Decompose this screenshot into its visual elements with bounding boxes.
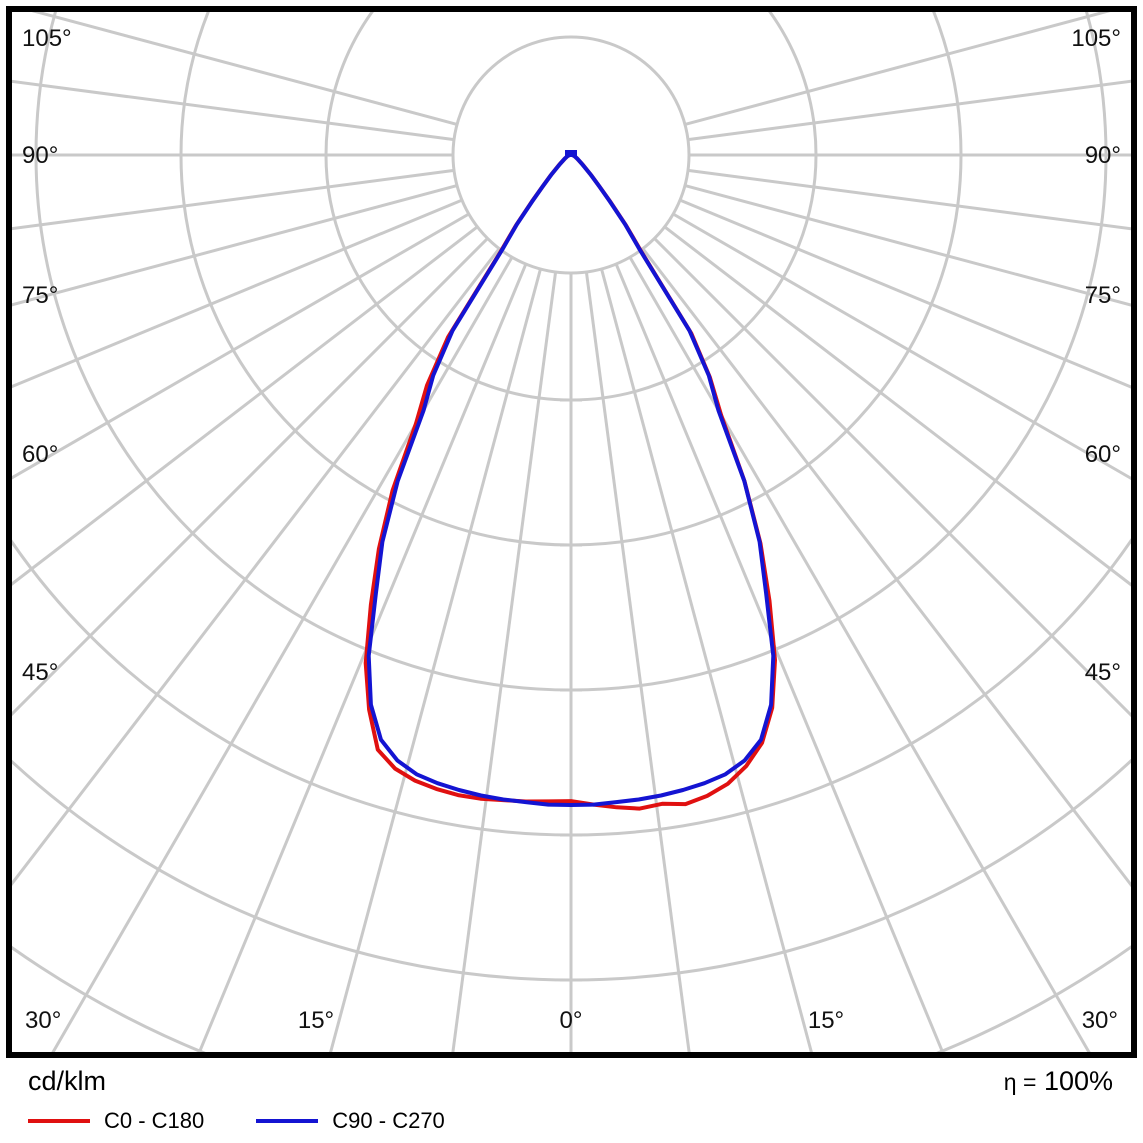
gamma-label-right-75: 75°: [1085, 282, 1121, 309]
gamma-label-left-45: 45°: [22, 659, 58, 686]
c90-line-swatch: [256, 1119, 319, 1123]
legend-label-c0: C0 - C180: [104, 1108, 205, 1133]
efficiency-value: 100%: [1043, 1066, 1113, 1096]
gamma-label-bottom-0: 0°: [560, 1007, 583, 1034]
curve-c90-c270: [366, 153, 776, 807]
gamma-label-left-60: 60°: [22, 441, 58, 468]
gamma-label-left-75: 75°: [22, 282, 58, 309]
polar-chart: 105° 90° 75° 60° 45° 30° 105° 90° 75° 60…: [6, 6, 1137, 1058]
gamma-label-right-30: 30°: [1082, 1007, 1118, 1034]
chart-footer: cd/klm η = 100% C0 - C180 C90 - C270: [0, 1062, 1143, 1143]
plot-border: [6, 6, 1137, 1058]
gamma-label-bottom-15R: 15°: [808, 1007, 844, 1034]
efficiency-symbol: η =: [1003, 1069, 1037, 1095]
units-label: cd/klm: [28, 1066, 107, 1096]
efficiency-label: η = 100%: [1004, 1066, 1113, 1097]
legend-label-c90: C90 - C270: [332, 1108, 445, 1133]
legend-item-c0: C0 - C180: [28, 1108, 204, 1134]
gamma-label-bottom-15L: 15°: [298, 1007, 334, 1034]
gamma-label-right-45: 45°: [1085, 659, 1121, 686]
polar-grid: [12, 12, 1131, 1052]
legend-item-c90: C90 - C270: [256, 1108, 445, 1134]
gamma-label-left-105: 105°: [22, 25, 72, 52]
gamma-label-right-90: 90°: [1085, 142, 1121, 169]
gamma-label-right-60: 60°: [1085, 441, 1121, 468]
apex-marker: [565, 150, 577, 157]
c0-line-swatch: [28, 1119, 90, 1123]
intensity-curves: [363, 150, 777, 811]
legend: C0 - C180 C90 - C270: [24, 1108, 557, 1143]
gamma-label-right-105: 105°: [1071, 25, 1121, 52]
gamma-label-left-90: 90°: [22, 142, 58, 169]
gamma-label-left-30: 30°: [25, 1007, 61, 1034]
